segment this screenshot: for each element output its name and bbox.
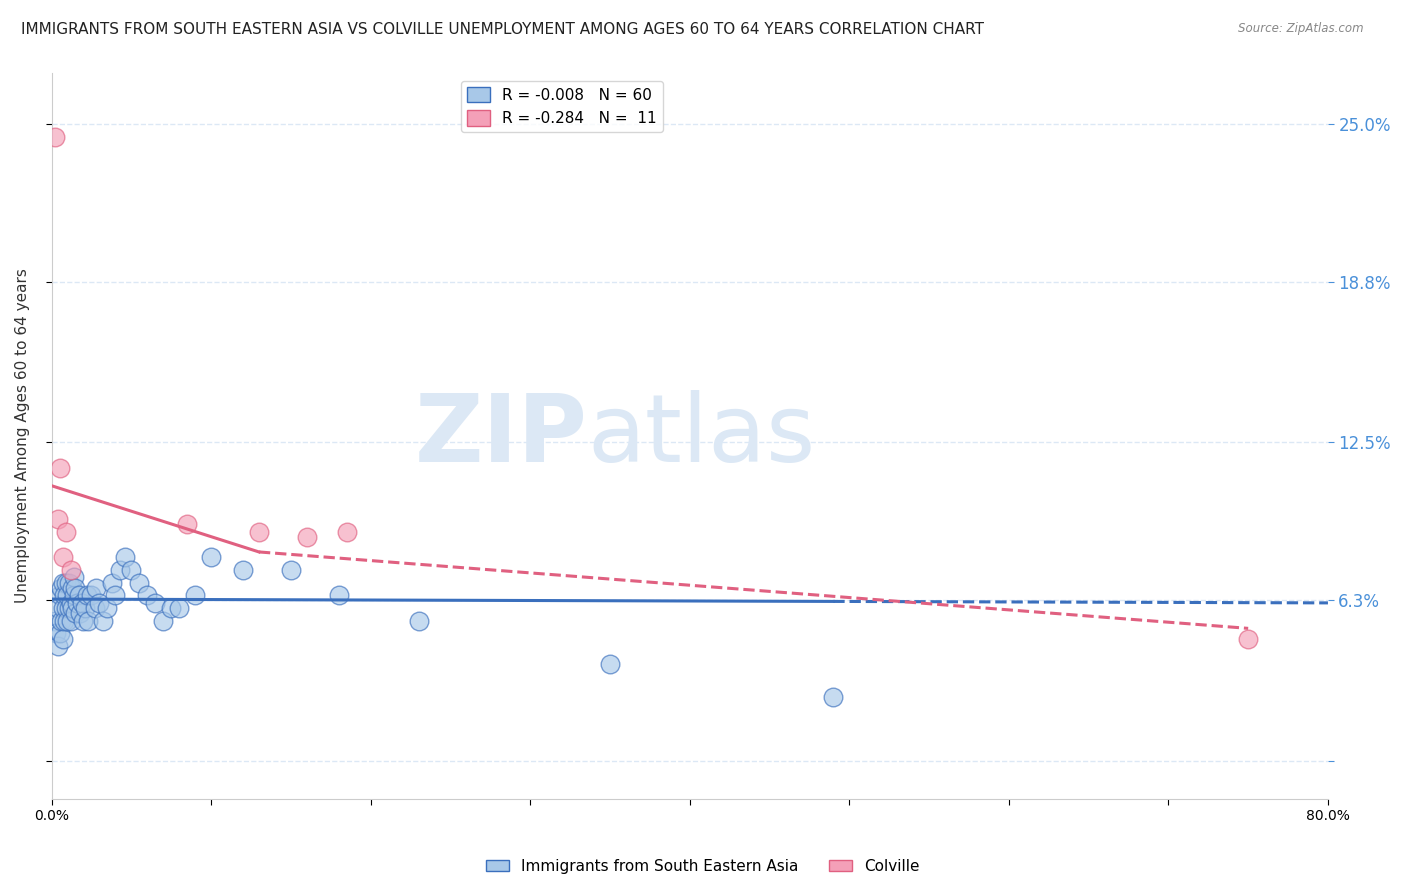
Point [44, 614, 66, 628]
Point [120, 563, 142, 577]
Point [280, 563, 302, 577]
Point [599, 657, 621, 671]
Point [1237, 632, 1260, 646]
Point [143, 596, 166, 610]
Point [295, 530, 318, 544]
Point [77, 614, 100, 628]
Point [167, 601, 190, 615]
Point [408, 614, 430, 628]
Point [60, 581, 83, 595]
Point [184, 588, 207, 602]
Point [232, 563, 254, 577]
Point [55, 524, 77, 539]
Point [101, 575, 124, 590]
Point [46, 601, 69, 615]
Y-axis label: Unemployment Among Ages 60 to 64 years: Unemployment Among Ages 60 to 64 years [15, 268, 30, 604]
Point [52, 632, 75, 646]
Point [70, 596, 93, 610]
Point [67, 588, 90, 602]
Point [65, 581, 87, 595]
Point [58, 575, 80, 590]
Point [58, 601, 80, 615]
Point [176, 516, 198, 531]
Point [59, 563, 82, 577]
Point [63, 570, 86, 584]
Point [152, 614, 174, 628]
Point [55, 575, 77, 590]
Point [56, 614, 79, 628]
Text: IMMIGRANTS FROM SOUTH EASTERN ASIA VS COLVILLE UNEMPLOYMENT AMONG AGES 60 TO 64 : IMMIGRANTS FROM SOUTH EASTERN ASIA VS CO… [21, 22, 984, 37]
Text: ZIP: ZIP [415, 390, 588, 482]
Point [60, 601, 83, 615]
Point [200, 549, 222, 564]
Point [247, 524, 270, 539]
Point [72, 614, 94, 628]
Point [53, 614, 76, 628]
Point [160, 601, 183, 615]
Point [66, 596, 89, 610]
Point [45, 626, 67, 640]
Point [48, 461, 70, 475]
Point [49, 581, 72, 595]
Point [65, 606, 87, 620]
Point [73, 601, 96, 615]
Point [108, 563, 131, 577]
Point [52, 601, 75, 615]
Text: atlas: atlas [588, 390, 815, 482]
Point [48, 588, 70, 602]
Point [59, 596, 82, 610]
Point [823, 690, 845, 705]
Point [55, 601, 77, 615]
Point [56, 588, 79, 602]
Point [76, 588, 98, 602]
Legend: Immigrants from South Eastern Asia, Colville: Immigrants from South Eastern Asia, Colv… [479, 853, 927, 880]
Point [89, 596, 111, 610]
Point [328, 588, 350, 602]
Point [63, 588, 86, 602]
Point [49, 614, 72, 628]
Point [69, 606, 91, 620]
Point [44, 129, 66, 144]
Legend: R = -0.008   N = 60, R = -0.284   N =  11: R = -0.008 N = 60, R = -0.284 N = 11 [461, 80, 664, 132]
Point [136, 588, 159, 602]
Point [91, 614, 114, 628]
Point [46, 512, 69, 526]
Point [128, 575, 150, 590]
Point [52, 575, 75, 590]
Point [104, 588, 127, 602]
Point [114, 549, 136, 564]
Point [52, 549, 75, 564]
Point [96, 601, 118, 615]
Point [59, 614, 82, 628]
Point [80, 588, 103, 602]
Point [83, 601, 105, 615]
Point [53, 588, 76, 602]
Point [46, 639, 69, 653]
Point [336, 524, 359, 539]
Point [84, 581, 107, 595]
Point [48, 626, 70, 640]
Text: Source: ZipAtlas.com: Source: ZipAtlas.com [1239, 22, 1364, 36]
